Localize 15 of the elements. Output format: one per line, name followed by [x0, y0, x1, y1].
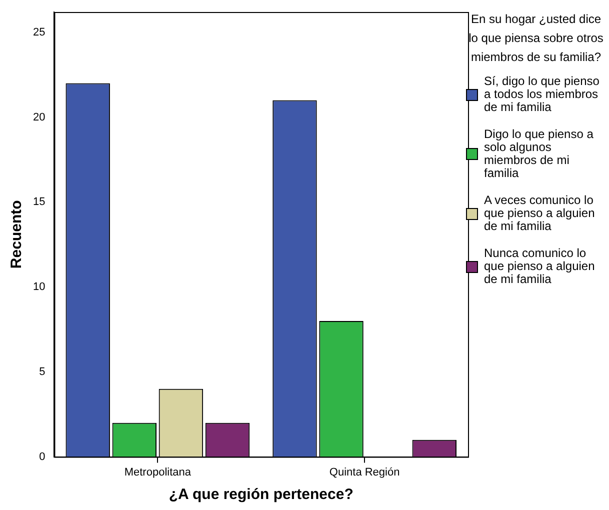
legend-label: Nunca comunico lo que pienso a alguien de mi familia: [484, 246, 596, 286]
legend-label: Sí, digo lo que pienso a todos los miembros de mi familia: [484, 74, 600, 114]
x-tick-label: Metropolitana: [124, 466, 192, 478]
legend-label: A veces comunico lo que pienso a alguien de mi familia: [484, 193, 596, 233]
y-tick-label: 25: [32, 26, 46, 38]
y-tick-label: 0: [39, 450, 46, 463]
y-tick-label: 20: [32, 111, 46, 124]
x-tick-label: Quinta Región: [329, 466, 400, 478]
x-axis-title: ¿A que región pertenece?: [168, 486, 354, 504]
legend-title: En su hogar ¿usted dice lo que piensa sobre otros miembros de su familia?: [468, 11, 604, 66]
y-tick-label: 10: [32, 281, 46, 294]
y-axis-title: Recuento: [8, 200, 26, 269]
legend-label: Digo lo que pienso a solo algunos miembros de mi familia: [484, 127, 594, 180]
y-tick-label: 15: [32, 196, 46, 208]
y-tick-label: 5: [39, 366, 46, 378]
